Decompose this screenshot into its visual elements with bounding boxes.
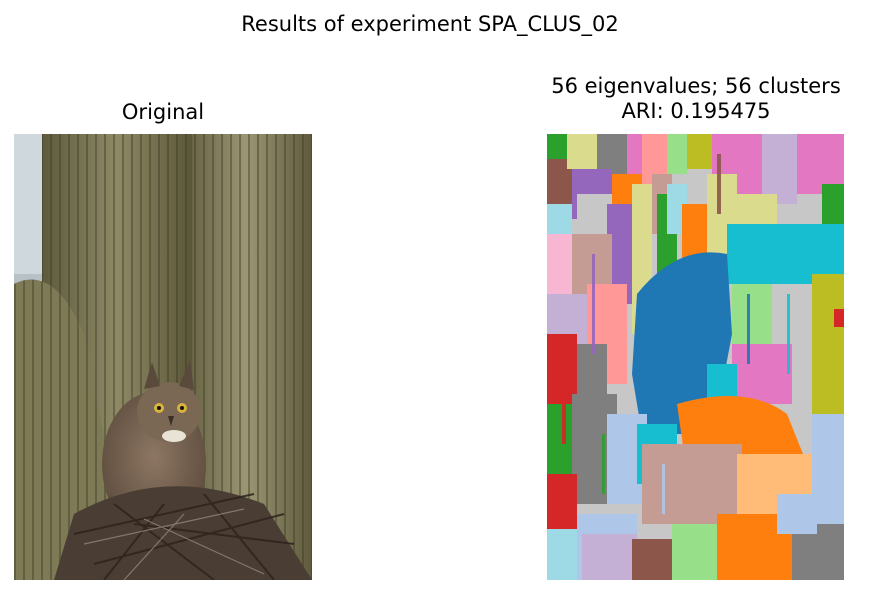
original-title: Original (121, 100, 205, 124)
segmentation-title-line2: ARI: 0.195475 (621, 99, 771, 123)
original-image (14, 134, 312, 580)
segmentation-image (547, 134, 844, 580)
segmentation-title-line1: 56 eigenvalues; 56 clusters (551, 74, 841, 98)
owl-photo (14, 134, 312, 580)
figure-suptitle: Results of experiment SPA_CLUS_02 (241, 12, 619, 36)
segmentation-title: 56 eigenvalues; 56 clusters ARI: 0.19547… (510, 74, 882, 124)
cluster-map (547, 134, 844, 580)
